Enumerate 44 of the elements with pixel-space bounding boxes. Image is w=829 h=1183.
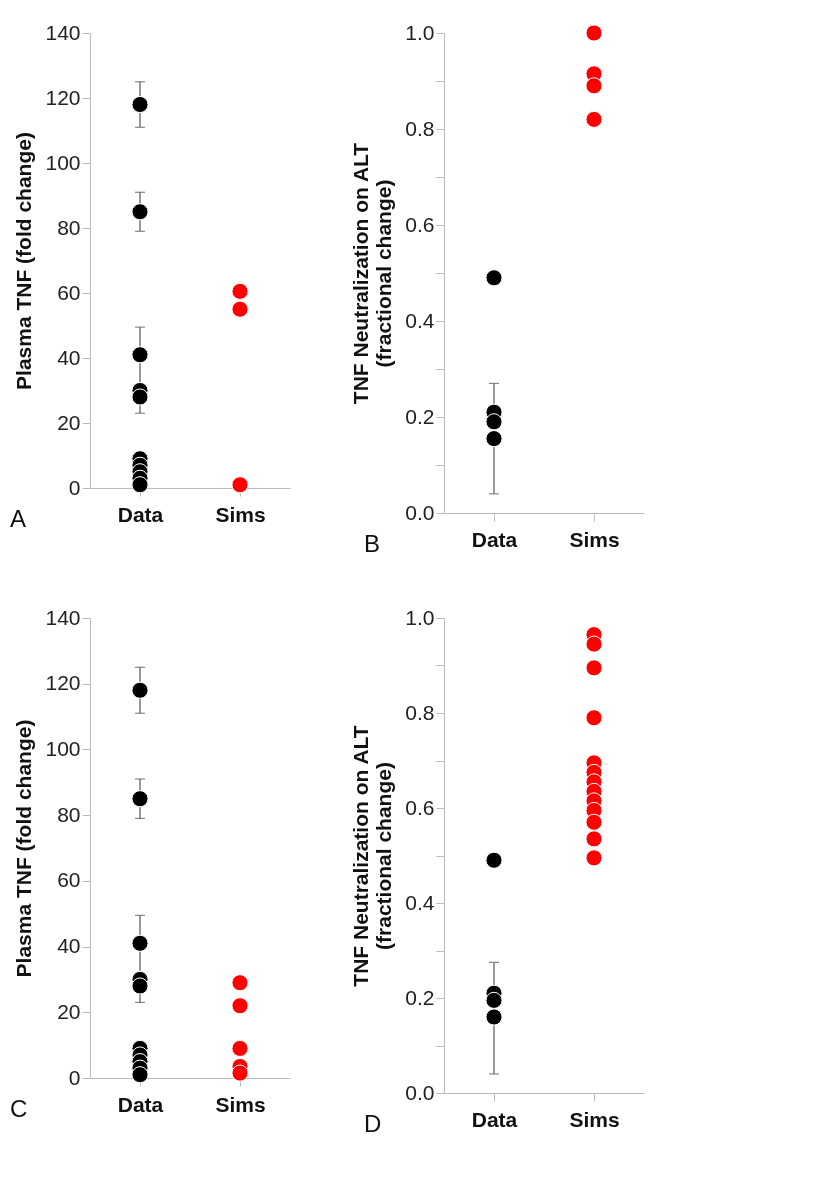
y-tick-label: 60 <box>57 280 81 304</box>
y-tick-label: 100 <box>45 150 81 174</box>
y-axis-title: TNF Neutralization on ALT (fractional change) <box>349 142 396 405</box>
y-tick-label: 60 <box>57 868 81 892</box>
y-tick-label: 0.0 <box>405 500 435 524</box>
x-tick-label: Data <box>117 1092 164 1116</box>
y-tick-label: 20 <box>57 410 81 434</box>
text: D <box>364 1110 382 1137</box>
y-tick-label: 20 <box>57 999 81 1023</box>
y-tick-label: 120 <box>45 85 81 109</box>
x-tick-label: Data <box>117 502 164 526</box>
x-tick-label: Sims <box>215 1092 266 1116</box>
y-tick-label: 40 <box>57 345 81 369</box>
y-axis-title: TNF Neutralization on ALT (fractional change) <box>349 725 396 987</box>
x-tick-label: Sims <box>569 1107 620 1131</box>
y-tick-label: 0.2 <box>405 404 435 428</box>
y-tick-label: 0 <box>68 475 81 499</box>
y-tick-label: 0.6 <box>405 212 435 236</box>
y-tick-label: 140 <box>45 20 81 44</box>
text: B <box>364 530 381 557</box>
x-tick-label: Sims <box>215 502 266 526</box>
y-tick-label: 0.8 <box>405 700 435 724</box>
y-tick-label: 1.0 <box>405 20 435 44</box>
y-tick-label: 0 <box>68 1065 81 1089</box>
y-tick-label: 0.2 <box>405 985 435 1009</box>
text: C <box>10 1095 28 1122</box>
x-tick-label: Sims <box>569 527 620 551</box>
y-tick-label: 0.0 <box>405 1080 435 1104</box>
y-axis-title: Plasma TNF (fold change) <box>12 719 36 978</box>
y-tick-label: 120 <box>45 671 81 695</box>
y-axis-title: Plasma TNF (fold change) <box>12 132 36 390</box>
y-tick-label: 100 <box>45 736 81 760</box>
x-tick-label: Data <box>471 527 518 551</box>
y-tick-label: 0.6 <box>405 795 435 819</box>
y-tick-label: 80 <box>57 215 81 239</box>
y-tick-label: 80 <box>57 802 81 826</box>
y-tick-label: 0.4 <box>405 890 435 914</box>
y-tick-label: 140 <box>45 605 81 629</box>
x-tick-label: Data <box>471 1107 518 1131</box>
y-tick-label: 1.0 <box>405 605 435 629</box>
y-tick-label: 40 <box>57 934 81 958</box>
text: A <box>10 505 27 532</box>
y-tick-label: 0.8 <box>405 116 435 140</box>
y-tick-label: 0.4 <box>405 308 435 332</box>
